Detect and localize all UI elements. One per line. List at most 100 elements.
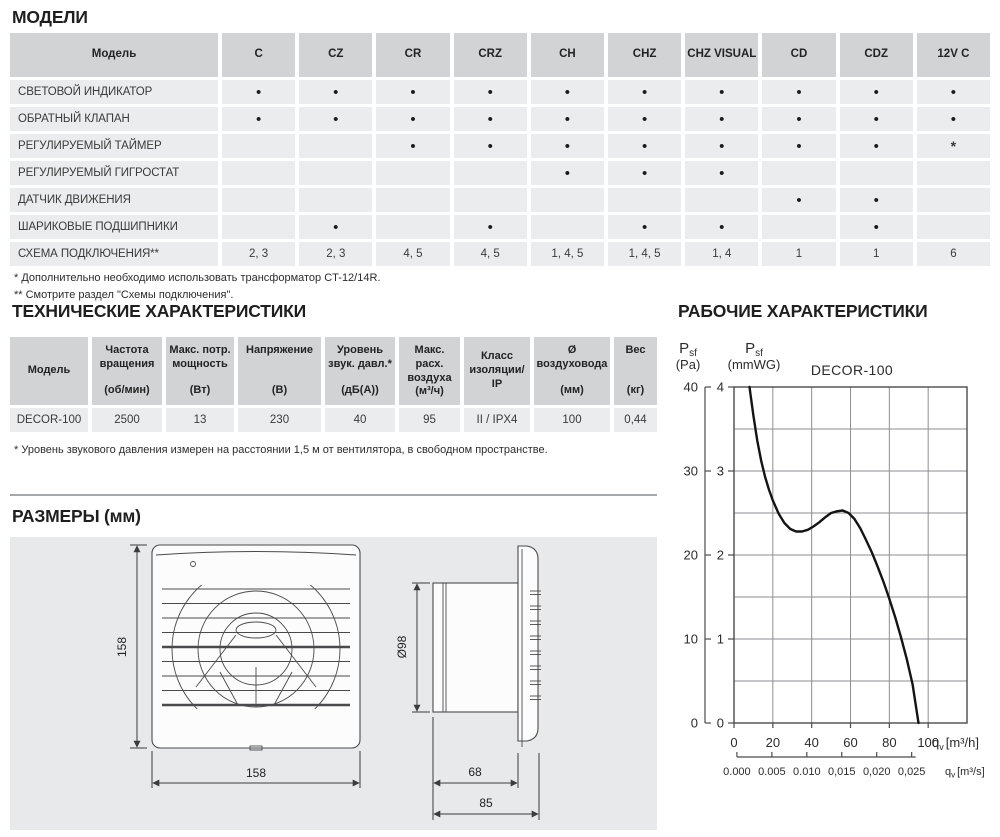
fan-front-view bbox=[151, 544, 361, 751]
x-axis-secondary: 0.000 0.005 0.010 0,015 0,020 0,025 bbox=[723, 752, 925, 778]
models-cell: • bbox=[530, 134, 604, 158]
x-secondary-tick-label: 0,020 bbox=[863, 766, 891, 778]
models-cell bbox=[762, 215, 836, 239]
models-footnote-2: ** Смотрите раздел "Схемы подключения". bbox=[14, 288, 234, 301]
pa-axis-unit: (Pa) bbox=[676, 357, 701, 372]
dimensions-drawing: 158 158 Ø98 68 85 bbox=[10, 537, 657, 830]
front-width-dim: 158 bbox=[246, 766, 266, 780]
models-row-label: ШАРИКОВЫЕ ПОДШИПНИКИ bbox=[10, 215, 218, 239]
x-axis-unit: qv [m³/h] bbox=[932, 735, 979, 752]
models-row-label: РЕГУЛИРУЕМЫЙ ГИГРОСТАТ bbox=[10, 161, 218, 185]
pa-tick-label: 40 bbox=[684, 380, 698, 395]
models-cell: • bbox=[685, 161, 759, 185]
pa-tick-label: 0 bbox=[691, 716, 698, 731]
front-height-dim: 158 bbox=[115, 637, 129, 657]
models-cell: • bbox=[222, 80, 296, 104]
models-cell: • bbox=[607, 161, 682, 185]
models-cell: • bbox=[762, 80, 836, 104]
models-cell: 4, 5 bbox=[453, 242, 527, 266]
models-cell: • bbox=[685, 107, 759, 131]
models-cell: 2, 3 bbox=[299, 242, 373, 266]
x-tick-label: 100 bbox=[917, 735, 939, 750]
models-row-label: РЕГУЛИРУЕМЫЙ ТАЙМЕР bbox=[10, 134, 218, 158]
tech-col-header: Напряжение (В) bbox=[238, 337, 321, 405]
x-secondary-tick-label: 0.005 bbox=[758, 766, 786, 778]
models-cell: 6 bbox=[916, 242, 990, 266]
models-footnotes: * Дополнительно необходимо использовать … bbox=[14, 270, 380, 303]
x-secondary-tick-label: 0,025 bbox=[898, 766, 926, 778]
models-cell: • bbox=[530, 107, 604, 131]
models-cell bbox=[530, 188, 604, 212]
tech-col-header: Модель bbox=[10, 337, 88, 405]
models-cell: • bbox=[762, 107, 836, 131]
tech-cell: 230 bbox=[238, 408, 321, 432]
models-cell: • bbox=[685, 80, 759, 104]
section-divider bbox=[10, 494, 657, 496]
models-row-label: СВЕТОВОЙ ИНДИКАТОР bbox=[10, 80, 218, 104]
tech-header-name: Макс. расх. воздуха bbox=[407, 344, 452, 384]
models-cell bbox=[839, 161, 913, 185]
models-cell: • bbox=[376, 80, 450, 104]
models-row-label: ДАТЧИК ДВИЖЕНИЯ bbox=[10, 188, 218, 212]
total-depth-dim: 85 bbox=[479, 796, 493, 810]
tech-cell: 2500 bbox=[92, 408, 162, 432]
tech-col-header: Уровень звук. давл.* (дБ(А)) bbox=[325, 337, 395, 405]
models-cell: • bbox=[839, 107, 913, 131]
mmwg-axis: 0 1 2 3 4 bbox=[717, 380, 734, 731]
fan-louvers bbox=[162, 588, 350, 707]
models-cell: • bbox=[607, 215, 682, 239]
tech-col-header: Макс. расх. воздуха (м³/ч) bbox=[399, 337, 460, 405]
models-col-header: C bbox=[222, 33, 296, 77]
tech-section-title: ТЕХНИЧЕСКИЕ ХАРАКТЕРИСТИКИ bbox=[12, 301, 306, 321]
models-col-header: CZ bbox=[299, 33, 373, 77]
chart-gridlines bbox=[734, 387, 967, 723]
models-col-header: CR bbox=[376, 33, 450, 77]
pa-axis: 0 10 20 30 40 bbox=[684, 380, 711, 731]
models-row-label: СХЕМА ПОДКЛЮЧЕНИЯ** bbox=[10, 242, 218, 266]
models-cell: • bbox=[607, 107, 682, 131]
models-cell: • bbox=[299, 107, 373, 131]
models-cell: • bbox=[607, 80, 682, 104]
models-cell bbox=[299, 161, 373, 185]
models-col-header: CD bbox=[762, 33, 836, 77]
models-cell: • bbox=[762, 188, 836, 212]
fan-side-view bbox=[432, 545, 541, 747]
tech-header-name: Ø воздуховода bbox=[536, 344, 608, 370]
x-secondary-tick-label: 0,015 bbox=[828, 766, 856, 778]
models-cell bbox=[376, 161, 450, 185]
models-cell: 1, 4, 5 bbox=[530, 242, 604, 266]
models-cell bbox=[916, 215, 990, 239]
models-cell bbox=[222, 215, 296, 239]
mmwg-tick-label: 4 bbox=[717, 380, 724, 395]
models-cell: 1 bbox=[762, 242, 836, 266]
tech-col-header: Макс. потр. мощность (Вт) bbox=[166, 337, 234, 405]
tech-header-unit: (Вт) bbox=[189, 384, 211, 397]
performance-chart: Psf (Pa) Psf (mmWG) DECOR-100 qv [m³/h] q… bbox=[676, 340, 985, 780]
mmwg-axis-unit: (mmWG) bbox=[728, 357, 781, 372]
tech-header-name: Макс. потр. мощность bbox=[169, 344, 231, 370]
models-cell: • bbox=[685, 134, 759, 158]
x-tick-label: 40 bbox=[804, 735, 818, 750]
models-cell: • bbox=[453, 107, 527, 131]
tech-header-name: Класс изоляции/ IP bbox=[469, 350, 525, 390]
performance-section-title: РАБОЧИЕ ХАРАКТЕРИСТИКИ bbox=[678, 301, 928, 321]
models-cell: • bbox=[839, 188, 913, 212]
front-dimensions: 158 158 bbox=[115, 544, 361, 788]
models-cell: 1, 4, 5 bbox=[607, 242, 682, 266]
tech-header-unit: (В) bbox=[271, 384, 288, 397]
models-cell bbox=[685, 188, 759, 212]
models-cell: • bbox=[839, 215, 913, 239]
models-cell: • bbox=[530, 80, 604, 104]
models-cell bbox=[222, 134, 296, 158]
mmwg-axis-symbol: Psf bbox=[745, 340, 763, 359]
models-cell: • bbox=[839, 80, 913, 104]
models-cell: • bbox=[376, 107, 450, 131]
tech-cell: DECOR-100 bbox=[10, 408, 88, 432]
models-cell bbox=[916, 161, 990, 185]
pa-tick-label: 30 bbox=[684, 464, 698, 479]
tech-cell: 100 bbox=[534, 408, 610, 432]
mmwg-tick-label: 0 bbox=[717, 716, 724, 731]
models-col-header: CH bbox=[530, 33, 604, 77]
chart-title: DECOR-100 bbox=[811, 362, 893, 378]
models-cell bbox=[916, 188, 990, 212]
